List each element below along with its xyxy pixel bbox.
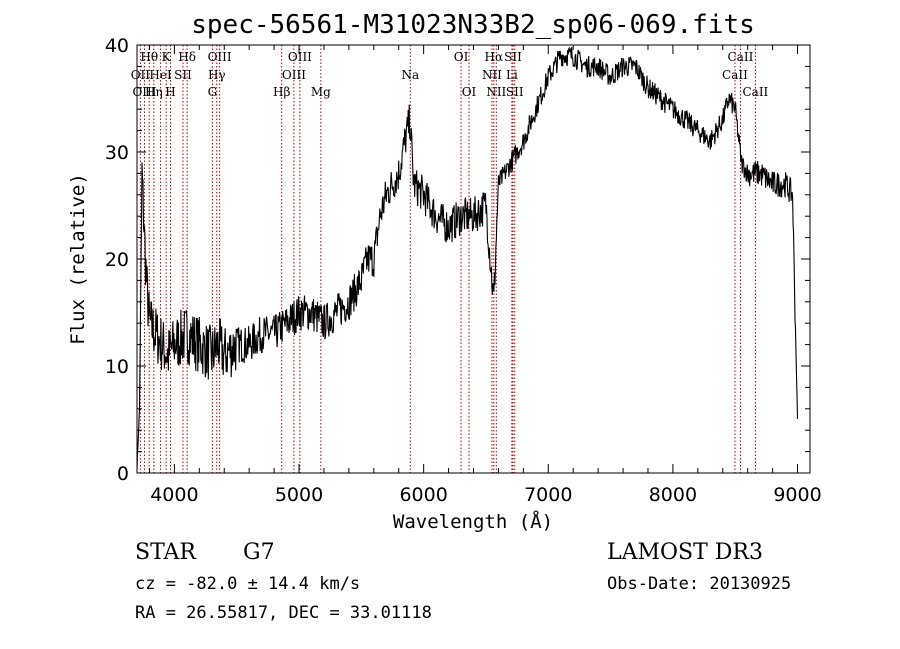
x-tick-label: 5000 xyxy=(275,484,323,506)
spectral-line-label: OI xyxy=(454,50,469,64)
spectral-line-label: SII xyxy=(504,50,522,64)
x-tick-label: 8000 xyxy=(649,484,697,506)
object-class: STAR xyxy=(135,540,196,565)
spectral-line-label: G xyxy=(208,85,218,99)
x-tick-label: 9000 xyxy=(773,484,821,506)
x-tick-label: 6000 xyxy=(399,484,447,506)
spectral-line-markers xyxy=(139,45,756,473)
spectral-line-label: Mg xyxy=(311,85,331,99)
observation-date: Obs-Date: 20130925 xyxy=(607,574,792,594)
spectral-line-label: OIII xyxy=(208,50,232,64)
y-tick-label: 40 xyxy=(105,35,129,57)
spectral-line-label: OI xyxy=(462,85,477,99)
spectral-line-label: Hη xyxy=(145,85,163,99)
x-tick-label: 7000 xyxy=(524,484,572,506)
spectral-line-label: H xyxy=(165,85,175,99)
x-tick-label: 4000 xyxy=(150,484,198,506)
spectral-line-label: OIII xyxy=(282,68,306,82)
y-tick-label: 30 xyxy=(105,142,129,164)
spectral-line-label: CaII xyxy=(742,85,768,99)
spectral-line-label: Hγ xyxy=(208,68,226,82)
spectral-line-label: NII xyxy=(486,85,506,99)
y-tick-label: 0 xyxy=(117,463,129,485)
survey-name: LAMOST DR3 xyxy=(607,540,763,565)
spectral-line-label: SII xyxy=(506,85,524,99)
coordinates-readout: RA = 26.55817, DEC = 33.01118 xyxy=(135,603,432,623)
plot-frame xyxy=(136,44,811,474)
spectrum-series xyxy=(136,46,799,471)
x-axis-title: Wavelength (Å) xyxy=(393,510,553,533)
spectral-line-label: Hβ xyxy=(273,85,290,99)
spectral-line-label: Hδ xyxy=(178,50,196,64)
spectral-line-label: Li xyxy=(506,68,518,82)
spectral-line-label: CaII xyxy=(722,68,748,82)
spectral-line-label: K xyxy=(162,50,172,64)
spectral-line-label: NII xyxy=(482,68,502,82)
y-tick-label: 20 xyxy=(105,249,129,271)
object-subclass: G7 xyxy=(243,540,275,565)
spectral-line-label: Na xyxy=(401,68,419,82)
spectral-line-label: HeI xyxy=(149,68,172,82)
chart-title: spec-56561-M31023N33B2_sp06-069.fits xyxy=(191,10,755,40)
spectral-line-label: Hα xyxy=(485,50,504,64)
y-tick-label: 10 xyxy=(105,356,129,378)
spectral-line-label: OII xyxy=(131,68,151,82)
spectral-line-label: CaII xyxy=(728,50,754,64)
spectral-line-label: Hθ xyxy=(140,50,158,64)
redshift-readout: cz = -82.0 ± 14.4 km/s xyxy=(135,574,361,594)
spectral-line-label: OIII xyxy=(132,85,156,99)
axis-ticks: 4000 5000 6000 7000 8000 9000 0 10 20 30 40 xyxy=(105,35,822,506)
spectral-line-label: SII xyxy=(174,68,192,82)
spectrum-line xyxy=(136,46,799,471)
y-axis-title: Flux (relative) xyxy=(67,173,89,345)
spectral-line-label: OIII xyxy=(288,50,312,64)
